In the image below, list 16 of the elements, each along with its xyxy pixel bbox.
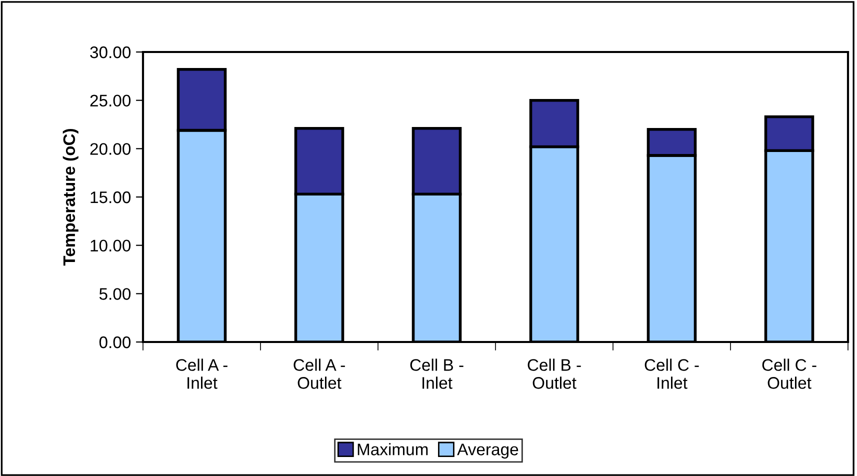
- y-axis-title: Temperature (oC): [62, 128, 78, 266]
- y-tick-label: 0.00: [99, 336, 131, 348]
- legend-label: Maximum: [358, 443, 428, 456]
- x-tick-label: Cell C - Inlet: [644, 358, 699, 389]
- legend-label: Average: [457, 444, 518, 459]
- x-tick-label: Cell B - Inlet: [410, 358, 464, 389]
- y-tick-label: 30.00: [90, 46, 131, 58]
- x-tick-label: Cell C - Outlet: [762, 358, 816, 389]
- x-tick-label: Cell B - Outlet: [528, 358, 581, 389]
- x-tick-label: Cell A - Inlet: [176, 358, 228, 389]
- y-tick-label: 5.00: [99, 288, 131, 300]
- x-tick-label: Cell A - Outlet: [294, 358, 345, 389]
- y-tick-label: 20.00: [90, 143, 131, 155]
- y-tick-label: 15.00: [90, 191, 131, 204]
- y-tick-label: 25.00: [90, 94, 131, 107]
- y-tick-label: 10.00: [90, 240, 131, 252]
